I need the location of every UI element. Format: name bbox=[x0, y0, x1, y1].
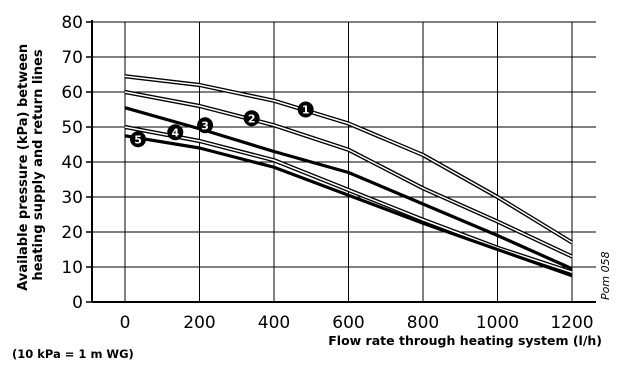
series-marker-1 bbox=[297, 101, 314, 118]
series-marker-label-3: 3 bbox=[201, 119, 209, 132]
series-markers: 1 2 3 4 5 bbox=[130, 101, 314, 148]
axes bbox=[86, 20, 596, 303]
y-tick-label: 60 bbox=[61, 83, 83, 103]
y-tick-labels: 0 10 20 30 40 50 60 70 80 bbox=[61, 13, 83, 313]
series-2-line bbox=[124, 91, 573, 258]
y-tick-label: 20 bbox=[61, 223, 83, 243]
series-marker-label-5: 5 bbox=[134, 133, 142, 146]
x-tick-labels: 0 200 400 600 800 1000 1200 bbox=[120, 313, 594, 333]
series-1-line bbox=[124, 75, 573, 244]
x-tick-label: 1200 bbox=[550, 313, 593, 333]
series-marker-2 bbox=[243, 110, 260, 127]
series-5-line bbox=[124, 134, 573, 278]
series-4-line bbox=[124, 126, 573, 273]
grid bbox=[92, 21, 596, 302]
y-tick-label: 10 bbox=[61, 258, 83, 278]
series-marker-5 bbox=[130, 131, 147, 148]
y-tick-label: 40 bbox=[61, 153, 83, 173]
x-tick-label: 400 bbox=[258, 313, 290, 333]
y-tick-label: 80 bbox=[61, 13, 83, 33]
unit-note: (10 kPa = 1 m WG) bbox=[12, 347, 134, 361]
x-tick-label: 1000 bbox=[476, 313, 519, 333]
y-axis-label: Available pressure (kPa) between heating… bbox=[16, 39, 46, 290]
series-marker-label-2: 2 bbox=[248, 112, 256, 125]
x-tick-label: 800 bbox=[407, 313, 439, 333]
series-marker-label-4: 4 bbox=[171, 126, 179, 139]
series-marker-3 bbox=[197, 117, 214, 134]
figure-code: Pom 058 bbox=[599, 251, 612, 300]
x-axis-label: Flow rate through heating system (l/h) bbox=[328, 333, 602, 348]
x-tick-label: 600 bbox=[332, 313, 364, 333]
y-tick-label: 30 bbox=[61, 188, 83, 208]
x-tick-label: 200 bbox=[183, 313, 215, 333]
y-tick-label: 70 bbox=[61, 48, 83, 68]
series-marker-label-1: 1 bbox=[302, 104, 310, 117]
y-tick-label: 50 bbox=[61, 118, 83, 138]
y-tick-label: 0 bbox=[72, 293, 83, 313]
x-tick-label: 0 bbox=[120, 313, 131, 333]
series-marker-4 bbox=[167, 124, 184, 141]
